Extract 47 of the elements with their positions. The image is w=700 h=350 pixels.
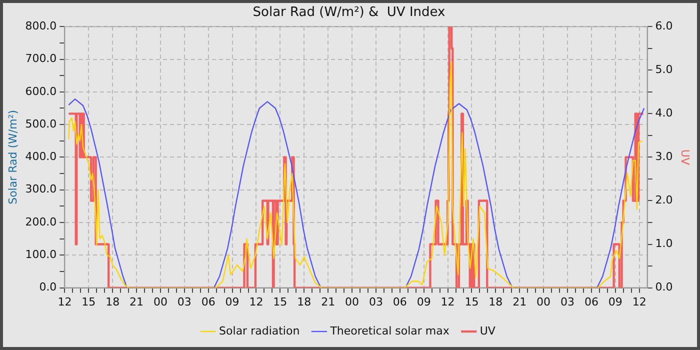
y-tick-label: 600.0 [25, 84, 57, 98]
x-tick-label: 12 [440, 295, 455, 308]
x-tick-label: 15 [273, 295, 288, 308]
legend-label: Solar radiation [219, 324, 300, 338]
y2-tick-label: 1.0 [655, 237, 673, 250]
x-tick-label: 18 [488, 295, 503, 308]
x-tick-label: 09 [225, 295, 240, 308]
y2-axis-title: UV [678, 149, 692, 166]
x-tick-label: 03 [368, 295, 383, 308]
legend-label: UV [480, 324, 496, 338]
y2-tick-label: 2.0 [655, 194, 673, 207]
x-tick-label: 00 [345, 295, 360, 308]
y-tick-label: 200.0 [25, 215, 57, 228]
y-axis-title: Solar Rad (W/m²) [6, 110, 20, 204]
x-tick-label: 12 [249, 295, 264, 308]
x-tick-label: 09 [608, 295, 622, 308]
x-tick-label: 06 [392, 295, 407, 308]
y2-tick-label: 4.0 [655, 106, 673, 120]
y2-tick-label: 5.0 [655, 62, 673, 76]
y-tick-label: 400.0 [25, 150, 57, 164]
x-tick-label: 00 [153, 295, 168, 308]
x-tick-label: 03 [560, 295, 574, 308]
x-tick-label: 21 [130, 295, 144, 308]
y-tick-label: 800.0 [25, 19, 57, 32]
x-tick-label: 09 [416, 295, 431, 308]
x-tick-label: 15 [82, 295, 96, 308]
y-tick-label: 500.0 [25, 117, 57, 130]
y2-tick-label: 6.0 [655, 19, 673, 32]
x-tick-label: 18 [297, 295, 312, 308]
y-tick-label: 700.0 [25, 52, 57, 66]
y2-tick-label: 3.0 [655, 150, 673, 164]
legend-label: Theoretical solar max [329, 324, 450, 338]
y-tick-label: 100.0 [25, 248, 57, 262]
chart-title: Solar Rad (W/m²) & UV Index [252, 5, 446, 20]
x-tick-label: 00 [536, 295, 551, 308]
y-tick-label: 300.0 [25, 182, 57, 196]
x-tick-label: 18 [106, 295, 120, 308]
x-tick-label: 21 [512, 295, 527, 308]
x-tick-label: 12 [632, 295, 646, 308]
x-tick-label: 15 [464, 295, 479, 308]
y-tick-label: 0.0 [39, 280, 57, 294]
x-tick-label: 12 [58, 295, 72, 308]
x-tick-label: 21 [321, 295, 336, 308]
x-tick-label: 06 [584, 295, 598, 308]
y2-tick-label: 0.0 [655, 280, 673, 294]
x-tick-label: 06 [201, 295, 216, 308]
x-tick-label: 03 [177, 295, 192, 308]
